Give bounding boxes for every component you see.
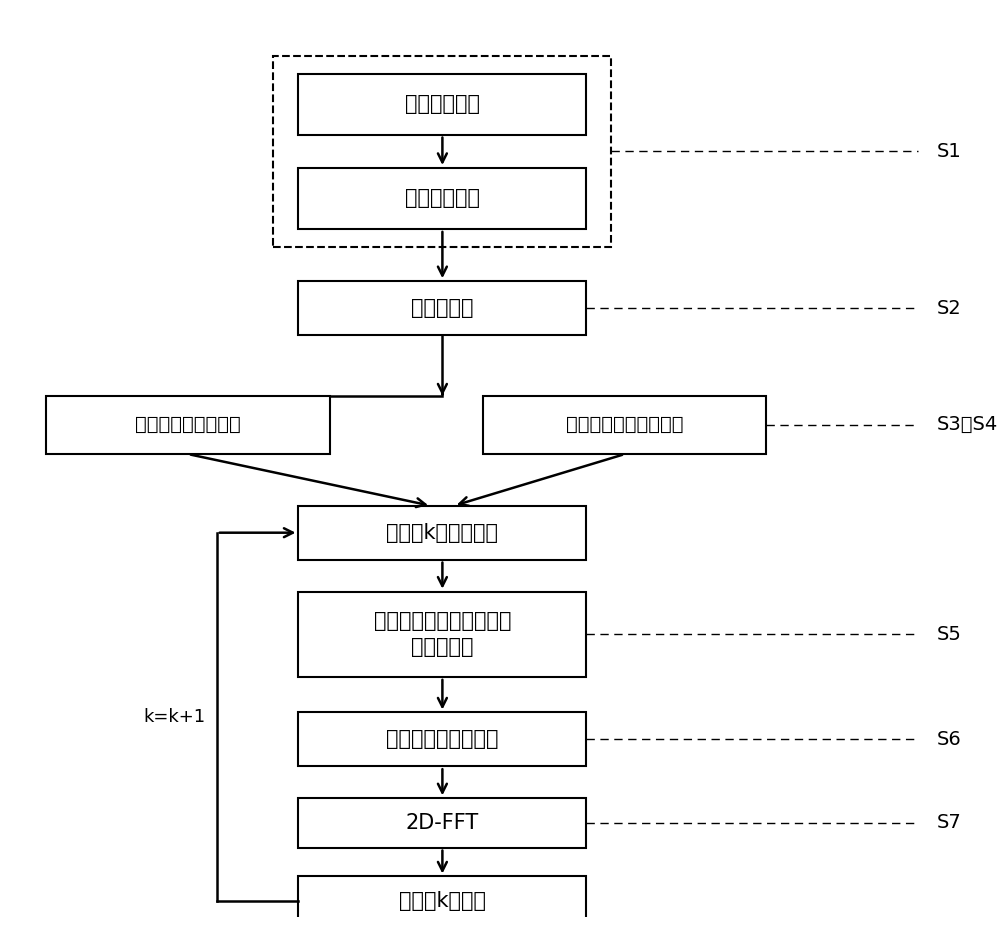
Text: k=k+1: k=k+1 — [143, 708, 205, 726]
Text: 插値区域分布矩阵映射: 插値区域分布矩阵映射 — [566, 416, 684, 434]
FancyBboxPatch shape — [298, 876, 586, 926]
FancyBboxPatch shape — [298, 74, 586, 135]
Text: 选取第k帧孔径数据: 选取第k帧孔径数据 — [386, 522, 498, 543]
FancyBboxPatch shape — [46, 396, 330, 454]
FancyBboxPatch shape — [298, 592, 586, 677]
FancyBboxPatch shape — [298, 505, 586, 560]
Text: S5: S5 — [937, 624, 962, 644]
Text: 输出第k帧图像: 输出第k帧图像 — [399, 891, 486, 911]
Text: 雷达回波信号: 雷达回波信号 — [405, 95, 480, 114]
FancyBboxPatch shape — [298, 798, 586, 848]
Text: 固定场景极坐标插値: 固定场景极坐标插値 — [386, 729, 499, 750]
Text: S3、S4: S3、S4 — [937, 416, 998, 434]
Text: S2: S2 — [937, 299, 962, 317]
Text: 距离向预处理: 距离向预处理 — [405, 188, 480, 209]
FancyBboxPatch shape — [298, 712, 586, 767]
Text: 2D-FFT: 2D-FFT — [406, 813, 479, 833]
Text: S1: S1 — [937, 141, 962, 161]
FancyBboxPatch shape — [298, 281, 586, 335]
Text: 波数域转换: 波数域转换 — [411, 298, 474, 318]
FancyBboxPatch shape — [483, 396, 766, 454]
Text: 搜索数据利用率最大的插
値区域位置: 搜索数据利用率最大的插 値区域位置 — [374, 611, 511, 657]
Text: S6: S6 — [937, 730, 962, 749]
Text: 波数域分布矩阵映射: 波数域分布矩阵映射 — [135, 416, 241, 434]
FancyBboxPatch shape — [298, 168, 586, 229]
Text: S7: S7 — [937, 813, 962, 832]
